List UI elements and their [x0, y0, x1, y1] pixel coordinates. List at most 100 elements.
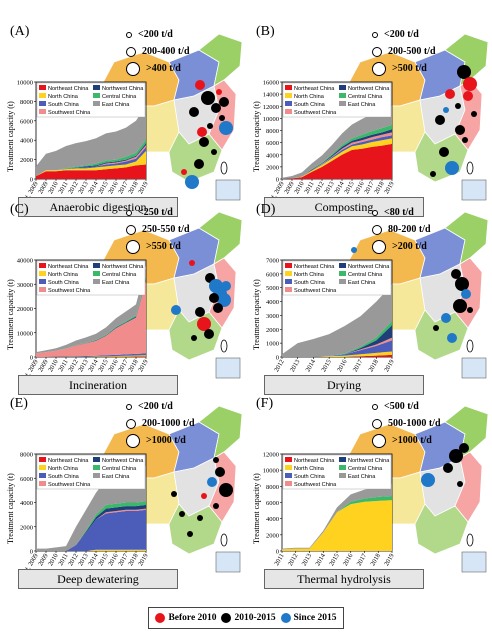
area-series-east	[36, 265, 146, 354]
chart-box: 0 1000 2000 3000 4000 5000 6000 7000 2012 2013 201…	[266, 258, 396, 374]
legend-label-north: North China	[294, 272, 325, 278]
legend-label-northeast: Northeast China	[294, 264, 335, 270]
legend-label-southwest: Southwest China	[48, 288, 91, 294]
y-tick-label: 8000	[20, 452, 33, 459]
area-series-south	[282, 135, 392, 179]
circle-icon	[372, 418, 382, 429]
size-legend-label: >1000 t/d	[392, 435, 432, 446]
size-legend-label: 80-200 t/d	[388, 224, 431, 235]
legend-label-northwest: Northwest China	[102, 264, 144, 270]
china-region-map	[344, 405, 489, 573]
facility-marker	[189, 260, 195, 266]
chart-box: 0 2000 4000 6000 8000 Bef. 2009 2009 2010 2011 20…	[20, 452, 150, 579]
south-china-sea-inset	[461, 357, 487, 379]
y-tick-label: 3000	[266, 313, 279, 320]
facility-marker	[201, 493, 207, 499]
size-legend-row: <200 t/d	[372, 26, 436, 43]
legend-swatch-northeast	[285, 85, 292, 90]
circle-icon	[372, 224, 382, 235]
facility-marker	[455, 277, 469, 291]
south-china-sea-inset	[215, 357, 241, 379]
panel-letter: (C)	[10, 202, 29, 217]
facility-marker	[195, 307, 205, 317]
facility-marker	[461, 289, 471, 299]
area-series-southwest	[36, 280, 146, 357]
region-legend: Northeast China Northwest China North Chin…	[36, 454, 146, 490]
facility-marker	[219, 483, 233, 497]
legend-label-north: North China	[294, 466, 325, 472]
legend-label-northwest: Northwest China	[348, 458, 390, 464]
legend-frame	[282, 454, 392, 490]
legend-label-east: East China	[102, 102, 130, 108]
capacity-size-legend: <200 t/d 200-500 t/d >500 t/d	[372, 26, 436, 77]
size-legend-row: <250 t/d	[126, 204, 190, 221]
facility-marker	[179, 511, 185, 517]
size-legend-row: <80 t/d	[372, 204, 431, 221]
legend-label-central: Central China	[348, 272, 383, 278]
size-legend-row: <200 t/d	[126, 398, 195, 415]
legend-swatch-east	[339, 473, 346, 478]
panel-letter: (B)	[256, 24, 275, 39]
panel-caption: Anaerobic digestion	[18, 197, 178, 217]
y-tick-label: 8000	[266, 484, 279, 491]
area-series-north	[36, 549, 146, 551]
legend-swatch-east	[339, 101, 346, 106]
y-tick-label: 2000	[20, 524, 33, 531]
area-series-south	[36, 509, 146, 551]
y-tick-label: 10000	[17, 80, 33, 87]
facility-marker	[463, 77, 477, 91]
size-legend-label: 250-550 t/d	[142, 224, 190, 235]
circle-icon	[372, 209, 378, 216]
east-region	[454, 451, 483, 523]
y-tick-label: 10000	[263, 116, 279, 123]
area-chart: 0200040006000800010000120001400016000Bef…	[263, 80, 396, 207]
size-legend-label: <200 t/d	[384, 29, 419, 40]
facility-marker	[201, 91, 215, 105]
y-tick-label: 6000	[20, 476, 33, 483]
facility-marker	[187, 531, 193, 537]
area-series-north	[282, 351, 392, 357]
legend-frame	[282, 82, 392, 118]
legend-label-east: East China	[348, 474, 376, 480]
area-series-central	[282, 125, 392, 179]
capacity-size-legend: <200 t/d 200-1000 t/d >1000 t/d	[126, 398, 195, 449]
facility-marker	[185, 175, 199, 189]
facility-marker	[443, 107, 449, 113]
size-legend-row: >400 t/d	[126, 60, 190, 77]
circle-icon	[372, 403, 378, 410]
legend-label-north: North China	[48, 94, 79, 100]
legend-swatch-northeast	[39, 85, 46, 90]
circle-icon	[372, 61, 386, 76]
area-series-central	[36, 139, 146, 177]
circle-icon	[126, 418, 136, 429]
legend-label-northwest: Northwest China	[348, 86, 390, 92]
size-legend-row: <200 t/d	[126, 26, 190, 43]
size-legend-label: 200-500 t/d	[388, 46, 436, 57]
size-legend-label: >1000 t/d	[146, 435, 186, 446]
legend-swatch-north	[285, 465, 292, 470]
legend-swatch-south	[39, 101, 46, 106]
facility-marker	[209, 293, 219, 303]
facility-marker	[467, 307, 473, 313]
northeast-region	[198, 211, 243, 265]
circle-icon	[126, 403, 132, 410]
size-legend-row: >200 t/d	[372, 238, 431, 255]
region-legend: Northeast China Northwest China North Chin…	[282, 454, 392, 490]
y-tick-label: 4000	[266, 516, 279, 523]
area-series-northeast	[282, 354, 392, 357]
size-legend-label: 200-1000 t/d	[142, 418, 195, 429]
legend-2010-2015: 2010-2015	[221, 613, 276, 623]
legend-swatch-north	[285, 271, 292, 276]
legend-swatch-south	[285, 279, 292, 284]
map-svg	[344, 405, 489, 573]
y-tick-label: 8000	[20, 99, 33, 106]
legend-before-2010: Before 2010	[155, 613, 217, 623]
legend-label-north: North China	[294, 94, 325, 100]
facility-marker	[197, 317, 211, 331]
facility-marker	[211, 103, 221, 113]
circle-icon	[372, 31, 378, 38]
legend-swatch-north	[39, 93, 46, 98]
legend-swatch-northwest	[93, 457, 100, 462]
facility-marker	[451, 269, 461, 279]
